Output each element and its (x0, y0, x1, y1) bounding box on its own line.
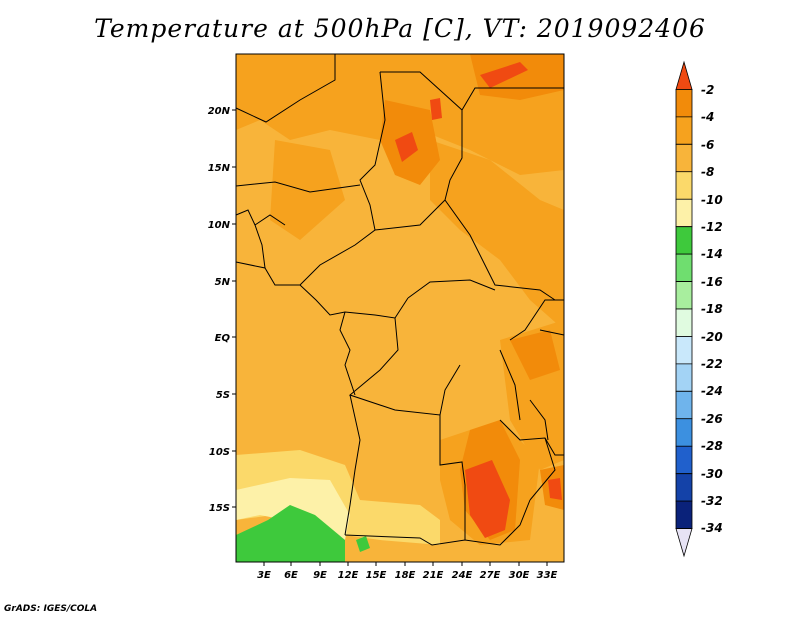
colorbar-cell (675, 89, 693, 118)
colorbar-cell (675, 445, 693, 475)
colorbar-cell (675, 473, 693, 502)
colorbar-cell (675, 281, 693, 310)
colorbar-label-2: -4 (701, 110, 714, 124)
lon-label-18e: 18E (395, 570, 416, 581)
colorbar-label-13: -26 (701, 412, 723, 426)
shade-minus12-regions (236, 505, 370, 562)
colorbar-label-17: -34 (701, 521, 723, 535)
colorbar-label-3: -6 (701, 138, 714, 152)
colorbar-cell (675, 226, 693, 255)
colorbar-label-15: -30 (701, 467, 723, 481)
colorbar-cell (675, 390, 693, 420)
lon-label-30e: 30E (509, 570, 530, 581)
colorbar-cell (675, 60, 693, 90)
colorbar-label-16: -32 (701, 494, 723, 508)
colorbar-label-9: -18 (701, 302, 723, 316)
colorbar-label-7: -14 (701, 247, 723, 261)
colorbar-cell (675, 143, 693, 173)
latitude-ticks (232, 109, 236, 508)
colorbar-cell (675, 418, 693, 447)
colorbar-label-8: -16 (701, 275, 723, 289)
lat-label-eq: EQ (215, 333, 231, 344)
lon-label-3e: 3E (257, 570, 271, 581)
lon-label-12e: 12E (338, 570, 359, 581)
lat-label-5s: 5S (216, 390, 230, 401)
lon-label-9e: 9E (313, 570, 327, 581)
colorbar-cell (675, 253, 693, 282)
country-borders (235, 54, 565, 546)
colorbar-label-10: -20 (701, 330, 723, 344)
lat-label-15n: 15N (208, 163, 231, 174)
lon-label-33e: 33E (537, 570, 558, 581)
lon-label-6e: 6E (284, 570, 298, 581)
colorbar-label-6: -12 (701, 220, 723, 234)
colorbar-cell (675, 528, 693, 558)
colorbar-cell (675, 336, 693, 365)
lat-label-10s: 10S (209, 447, 230, 458)
colorbar-label-11: -22 (701, 357, 723, 371)
colorbar-cell (675, 500, 693, 529)
grads-credit: GrADS: IGES/COLA (4, 604, 98, 614)
colorbar-label-4: -8 (701, 165, 714, 179)
lat-label-10n: 10N (208, 220, 231, 231)
colorbar-label-14: -28 (701, 439, 723, 453)
colorbar-cell (675, 363, 693, 392)
colorbar-cell (675, 116, 693, 145)
colorbar-cell (675, 308, 693, 337)
colorbar-label-12: -24 (701, 384, 723, 398)
map-frame (235, 53, 565, 563)
lat-label-15s: 15S (209, 503, 230, 514)
lon-label-21e: 21E (423, 570, 444, 581)
lat-label-20n: 20N (208, 106, 231, 117)
colorbar-cell (675, 198, 693, 228)
colorbar-cells (675, 60, 693, 558)
colorbar-label-5: -10 (701, 193, 723, 207)
lon-label-27e: 27E (480, 570, 501, 581)
longitude-ticks (263, 562, 548, 566)
lon-label-24e: 24E (452, 570, 473, 581)
lon-label-15e: 15E (366, 570, 387, 581)
colorbar-cell (675, 171, 693, 200)
shade-minus2-regions (395, 62, 562, 538)
chart-title: Temperature at 500hPa [C], VT: 201909240… (94, 14, 706, 43)
colorbar-label-1: -2 (701, 83, 714, 97)
lat-label-5n: 5N (215, 277, 231, 288)
